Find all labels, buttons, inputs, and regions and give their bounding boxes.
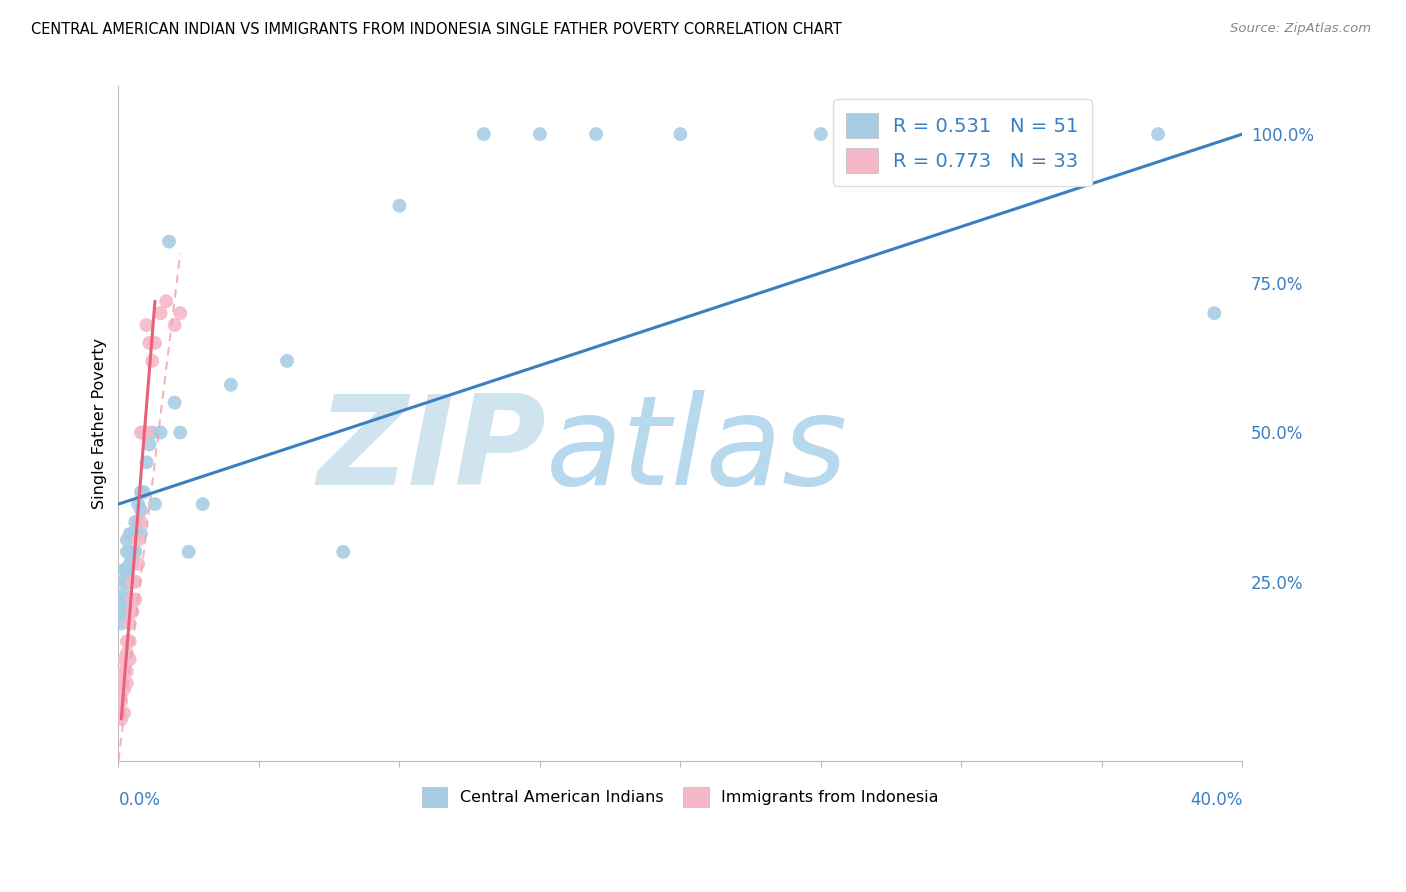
Point bbox=[118, 557, 141, 571]
Point bbox=[127, 533, 149, 547]
Point bbox=[127, 557, 149, 571]
Point bbox=[163, 395, 186, 409]
Point bbox=[115, 664, 138, 678]
Point bbox=[121, 605, 143, 619]
Point bbox=[115, 563, 138, 577]
Point bbox=[135, 455, 157, 469]
Point bbox=[112, 682, 135, 697]
Point bbox=[121, 574, 143, 589]
Point bbox=[115, 646, 138, 660]
Point bbox=[135, 318, 157, 332]
Point bbox=[121, 557, 143, 571]
Point bbox=[112, 652, 135, 666]
Point bbox=[950, 127, 973, 141]
Point bbox=[127, 515, 149, 529]
Point bbox=[129, 503, 152, 517]
Point bbox=[163, 318, 186, 332]
Point bbox=[112, 587, 135, 601]
Point bbox=[124, 545, 146, 559]
Point bbox=[112, 706, 135, 720]
Text: ZIP: ZIP bbox=[316, 390, 546, 511]
Point bbox=[121, 592, 143, 607]
Point bbox=[529, 127, 551, 141]
Point bbox=[191, 497, 214, 511]
Point bbox=[138, 336, 160, 351]
Point bbox=[112, 664, 135, 678]
Point bbox=[388, 199, 411, 213]
Point bbox=[112, 563, 135, 577]
Point bbox=[124, 574, 146, 589]
Point bbox=[118, 616, 141, 631]
Point bbox=[141, 425, 163, 440]
Point bbox=[129, 515, 152, 529]
Point bbox=[115, 676, 138, 690]
Point bbox=[132, 485, 155, 500]
Point bbox=[124, 527, 146, 541]
Point bbox=[1035, 127, 1057, 141]
Point bbox=[132, 425, 155, 440]
Point bbox=[121, 527, 143, 541]
Text: 40.0%: 40.0% bbox=[1189, 791, 1243, 809]
Text: atlas: atlas bbox=[546, 390, 848, 511]
Point bbox=[118, 527, 141, 541]
Point bbox=[177, 545, 200, 559]
Text: 0.0%: 0.0% bbox=[118, 791, 160, 809]
Point bbox=[669, 127, 692, 141]
Point bbox=[118, 652, 141, 666]
Point bbox=[112, 574, 135, 589]
Point bbox=[110, 712, 132, 726]
Point bbox=[155, 294, 177, 309]
Point bbox=[472, 127, 495, 141]
Point bbox=[169, 425, 191, 440]
Text: CENTRAL AMERICAN INDIAN VS IMMIGRANTS FROM INDONESIA SINGLE FATHER POVERTY CORRE: CENTRAL AMERICAN INDIAN VS IMMIGRANTS FR… bbox=[31, 22, 842, 37]
Point bbox=[121, 545, 143, 559]
Point bbox=[149, 425, 172, 440]
Point bbox=[124, 592, 146, 607]
Legend: Central American Indians, Immigrants from Indonesia: Central American Indians, Immigrants fro… bbox=[416, 780, 945, 814]
Y-axis label: Single Father Poverty: Single Father Poverty bbox=[93, 338, 107, 509]
Point bbox=[143, 336, 166, 351]
Point bbox=[138, 437, 160, 451]
Point bbox=[112, 605, 135, 619]
Point bbox=[110, 616, 132, 631]
Point bbox=[124, 515, 146, 529]
Point bbox=[157, 235, 180, 249]
Point bbox=[110, 694, 132, 708]
Point bbox=[115, 574, 138, 589]
Point bbox=[219, 377, 242, 392]
Point bbox=[110, 592, 132, 607]
Point bbox=[143, 497, 166, 511]
Point bbox=[110, 676, 132, 690]
Point bbox=[115, 533, 138, 547]
Point bbox=[169, 306, 191, 320]
Point bbox=[110, 605, 132, 619]
Point bbox=[1204, 306, 1226, 320]
Point bbox=[129, 485, 152, 500]
Text: Source: ZipAtlas.com: Source: ZipAtlas.com bbox=[1230, 22, 1371, 36]
Point bbox=[585, 127, 607, 141]
Point bbox=[135, 425, 157, 440]
Point bbox=[115, 545, 138, 559]
Point bbox=[118, 634, 141, 648]
Point bbox=[276, 354, 298, 368]
Point bbox=[115, 592, 138, 607]
Point bbox=[141, 354, 163, 368]
Point bbox=[149, 306, 172, 320]
Point bbox=[810, 127, 832, 141]
Point bbox=[115, 634, 138, 648]
Point bbox=[118, 574, 141, 589]
Point bbox=[1147, 127, 1170, 141]
Point bbox=[332, 545, 354, 559]
Point bbox=[129, 527, 152, 541]
Point bbox=[129, 425, 152, 440]
Point bbox=[118, 545, 141, 559]
Point bbox=[127, 497, 149, 511]
